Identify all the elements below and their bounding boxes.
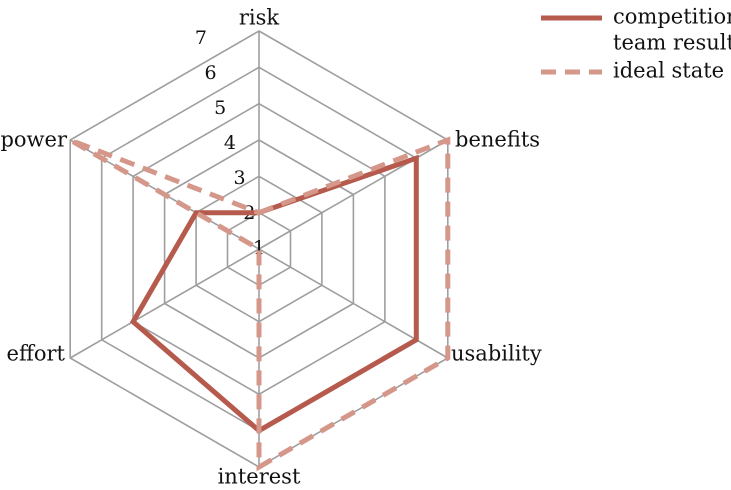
legend-label: team results	[613, 31, 731, 55]
radial-tick-label: 5	[214, 97, 226, 119]
radial-tick-label: 7	[195, 27, 207, 49]
radar-series	[68, 136, 451, 472]
series-ideal-state-line	[68, 136, 451, 472]
series-competition-team-results-line	[129, 154, 419, 434]
axis-label-benefits: benefits	[455, 128, 540, 152]
axis-label-risk: risk	[239, 6, 280, 30]
axis-labels: risk benefits usability interest effort power	[0, 6, 541, 489]
legend-label: ideal state	[613, 59, 724, 83]
radial-tick-label: 4	[224, 132, 236, 154]
axis-label-power: power	[0, 128, 67, 152]
legend-label: competition	[613, 5, 731, 29]
axis-label-effort: effort	[7, 342, 66, 366]
axis-label-interest: interest	[218, 465, 301, 489]
radial-tick-label: 3	[234, 167, 246, 189]
radial-tick-label: 1	[253, 237, 265, 259]
radial-tick-label: 6	[204, 62, 216, 84]
axis-label-usability: usability	[451, 342, 542, 366]
axis-spoke-effort	[69, 248, 260, 359]
